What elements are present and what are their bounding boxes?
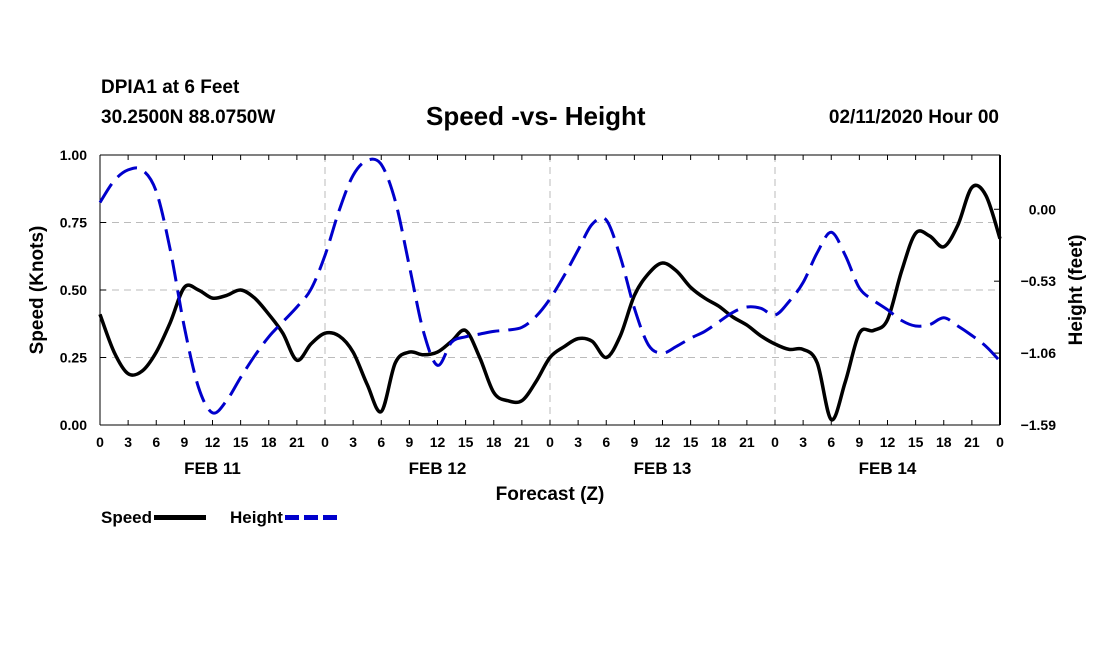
x-tick-label: 12	[655, 434, 671, 450]
x-tick-label: 9	[855, 434, 863, 450]
x-tick-label: 0	[771, 434, 779, 450]
day-label: FEB 11	[184, 459, 241, 478]
legend-height-label: Height	[230, 508, 283, 527]
left-tick-label: 0.75	[60, 215, 87, 231]
left-tick-label: 1.00	[60, 147, 87, 163]
y-axis-title-left: Speed (Knots)	[27, 226, 48, 355]
series-line-height	[98, 157, 1002, 415]
day-label: FEB 14	[859, 459, 917, 478]
x-axis-title: Forecast (Z)	[496, 484, 605, 505]
right-tick-label: −1.59	[1021, 417, 1057, 433]
x-tick-label: 18	[936, 434, 952, 450]
x-tick-label: 21	[514, 434, 530, 450]
x-tick-label: 9	[630, 434, 638, 450]
legend-speed-swatch	[154, 514, 207, 520]
x-tick-label: 6	[602, 434, 610, 450]
x-tick-label: 3	[349, 434, 357, 450]
right-tick-label: 0.00	[1029, 201, 1056, 217]
x-tick-label: 21	[964, 434, 980, 450]
left-tick-label: 0.00	[60, 417, 87, 433]
right-tick-label: −1.06	[1021, 345, 1057, 361]
x-tick-label: 6	[152, 434, 160, 450]
x-tick-label: 0	[996, 434, 1004, 450]
x-tick-label: 3	[124, 434, 132, 450]
series-line-speed	[98, 183, 1002, 422]
x-tick-label: 15	[683, 434, 699, 450]
x-tick-label: 0	[546, 434, 554, 450]
day-label: FEB 12	[409, 459, 467, 478]
x-tick-label: 0	[96, 434, 104, 450]
x-tick-label: 12	[880, 434, 896, 450]
x-tick-label: 9	[405, 434, 413, 450]
x-tick-label: 12	[430, 434, 446, 450]
chart-title: Speed -vs- Height	[426, 101, 646, 131]
datetime-label: 02/11/2020 Hour 00	[828, 107, 999, 128]
x-tick-label: 12	[205, 434, 221, 450]
x-tick-label: 9	[180, 434, 188, 450]
day-label: FEB 13	[634, 459, 692, 478]
x-tick-label: 0	[321, 434, 329, 450]
coordinates-label: 30.2500N 88.0750W	[101, 107, 276, 128]
right-tick-label: −0.53	[1021, 273, 1057, 289]
y-axis-title-right: Height (feet)	[1066, 235, 1087, 346]
x-tick-label: 6	[827, 434, 835, 450]
x-tick-label: 15	[908, 434, 924, 450]
x-tick-label: 15	[458, 434, 474, 450]
legend-height: Height	[230, 508, 337, 528]
legend-speed-label: Speed	[101, 508, 153, 527]
legend-speed: Speed	[101, 508, 207, 528]
x-tick-label: 21	[289, 434, 305, 450]
station-label: DPIA1 at 6 Feet	[101, 77, 240, 98]
x-tick-label: 6	[377, 434, 385, 450]
x-tick-label: 18	[711, 434, 727, 450]
left-tick-label: 0.50	[60, 282, 87, 298]
left-tick-label: 0.25	[60, 350, 87, 366]
legend-height-swatch	[284, 514, 337, 520]
x-tick-label: 15	[233, 434, 249, 450]
x-tick-label: 3	[799, 434, 807, 450]
x-tick-label: 3	[574, 434, 582, 450]
x-tick-label: 18	[486, 434, 502, 450]
x-tick-label: 21	[739, 434, 755, 450]
x-tick-label: 18	[261, 434, 277, 450]
